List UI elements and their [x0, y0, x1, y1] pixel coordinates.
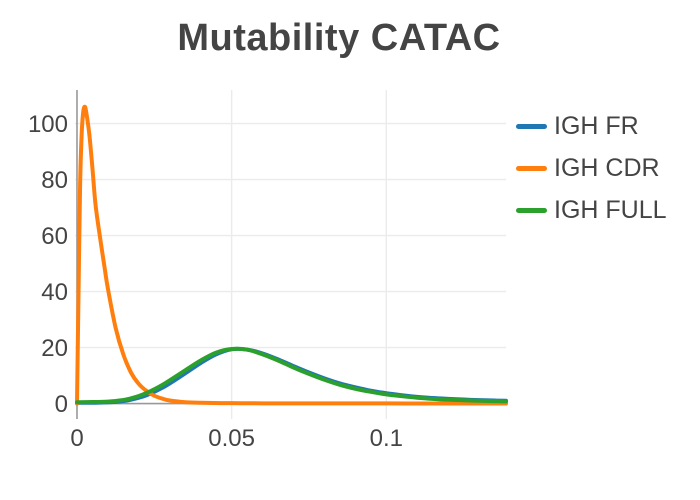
series-line-igh-full[interactable] — [75, 346, 508, 405]
legend-label-igh-cdr: IGH CDR — [554, 153, 660, 182]
chart-title: Mutability CATAC — [177, 17, 501, 59]
legend-label-igh-full: IGH FULL — [554, 195, 667, 224]
y-tick-label: 0 — [55, 391, 68, 418]
legend-line-swatch-igh-full — [516, 207, 547, 213]
x-tick-label: 0.1 — [370, 425, 403, 452]
y-tick-label: 60 — [41, 223, 68, 250]
legend-label-igh-fr: IGH FR — [554, 111, 639, 140]
y-tick-label: 80 — [41, 167, 68, 194]
legend-item-igh-full[interactable]: IGH FULL — [516, 189, 667, 231]
legend-line-swatch-igh-fr — [516, 123, 547, 129]
series-line-igh-cdr[interactable] — [75, 104, 508, 406]
legend-line-swatch-igh-cdr — [516, 165, 547, 171]
y-tick-label: 40 — [41, 279, 68, 306]
y-tick-label: 20 — [41, 335, 68, 362]
y-tick-label: 100 — [28, 111, 68, 138]
legend-item-igh-fr[interactable]: IGH FR — [516, 105, 667, 147]
x-tick-label: 0.05 — [208, 425, 255, 452]
legend-item-igh-cdr[interactable]: IGH CDR — [516, 147, 667, 189]
legend: IGH FR IGH CDR IGH FULL — [516, 105, 667, 231]
x-tick-label: 0 — [70, 425, 83, 452]
